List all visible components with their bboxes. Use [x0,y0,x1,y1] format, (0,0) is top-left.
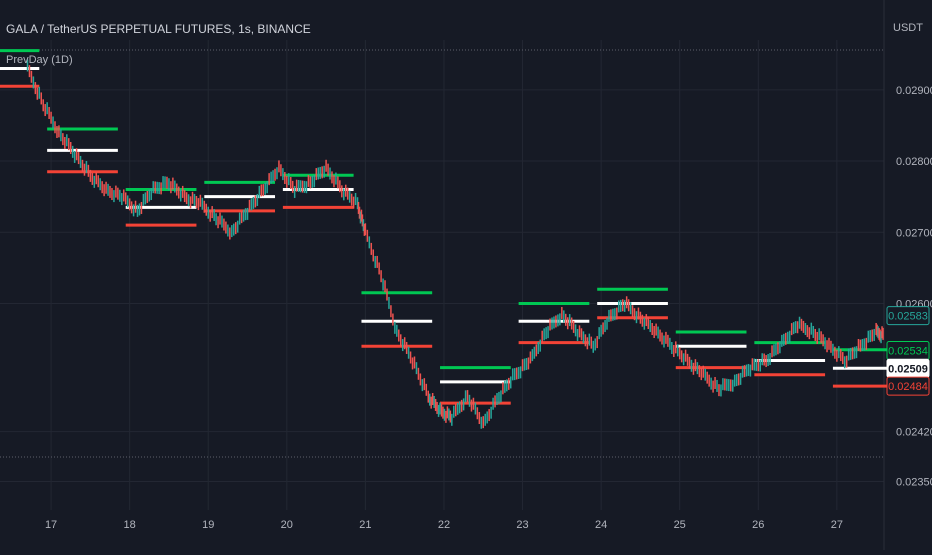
x-tick-label: 26 [752,519,764,531]
symbol-title[interactable]: GALA / TetherUS PERPETUAL FUTURES, 1s, B… [6,22,311,36]
price-labels: 0.02583 0.02534 0.02509 0.02484 [886,306,930,396]
x-tick-label: 19 [202,519,214,531]
y-tick-label: 0.02700 [896,227,932,239]
grid [0,0,885,550]
price-label: 0.02583 [886,306,930,326]
price-series [26,59,884,429]
y-axis: 0.029000.028000.027000.026000.024200.023… [896,85,932,489]
x-axis: 17 18 19 20 21 22 23 24 25 26 27 [45,519,843,531]
price-label: 0.02484 [886,376,930,396]
y-tick-label: 0.02800 [896,156,932,168]
y-tick-label: 0.02420 [896,427,932,439]
x-tick-label: 18 [124,519,136,531]
x-tick-label: 25 [674,519,686,531]
price-label-text: 0.02509 [888,363,928,375]
x-tick-label: 17 [45,519,57,531]
indicator-label[interactable]: PrevDay (1D) [6,54,73,66]
x-tick-label: 22 [438,519,450,531]
currency-label: USDT [893,22,923,34]
price-label-box [886,376,930,396]
price-label-box [886,306,930,326]
x-tick-label: 23 [516,519,528,531]
y-tick-label: 0.02900 [896,85,932,97]
price-label-text: 0.02534 [888,345,928,357]
x-tick-label: 27 [831,519,843,531]
x-tick-label: 21 [359,519,371,531]
price-label: 0.02509 [886,358,930,378]
y-tick-label: 0.02350 [896,477,932,489]
x-tick-label: 20 [281,519,293,531]
price-label-text: 0.02583 [888,311,928,323]
price-label: 0.02534 [886,340,930,360]
x-tick-label: 24 [595,519,607,531]
price-label-text: 0.02484 [888,381,928,393]
prevday-levels [0,49,904,405]
